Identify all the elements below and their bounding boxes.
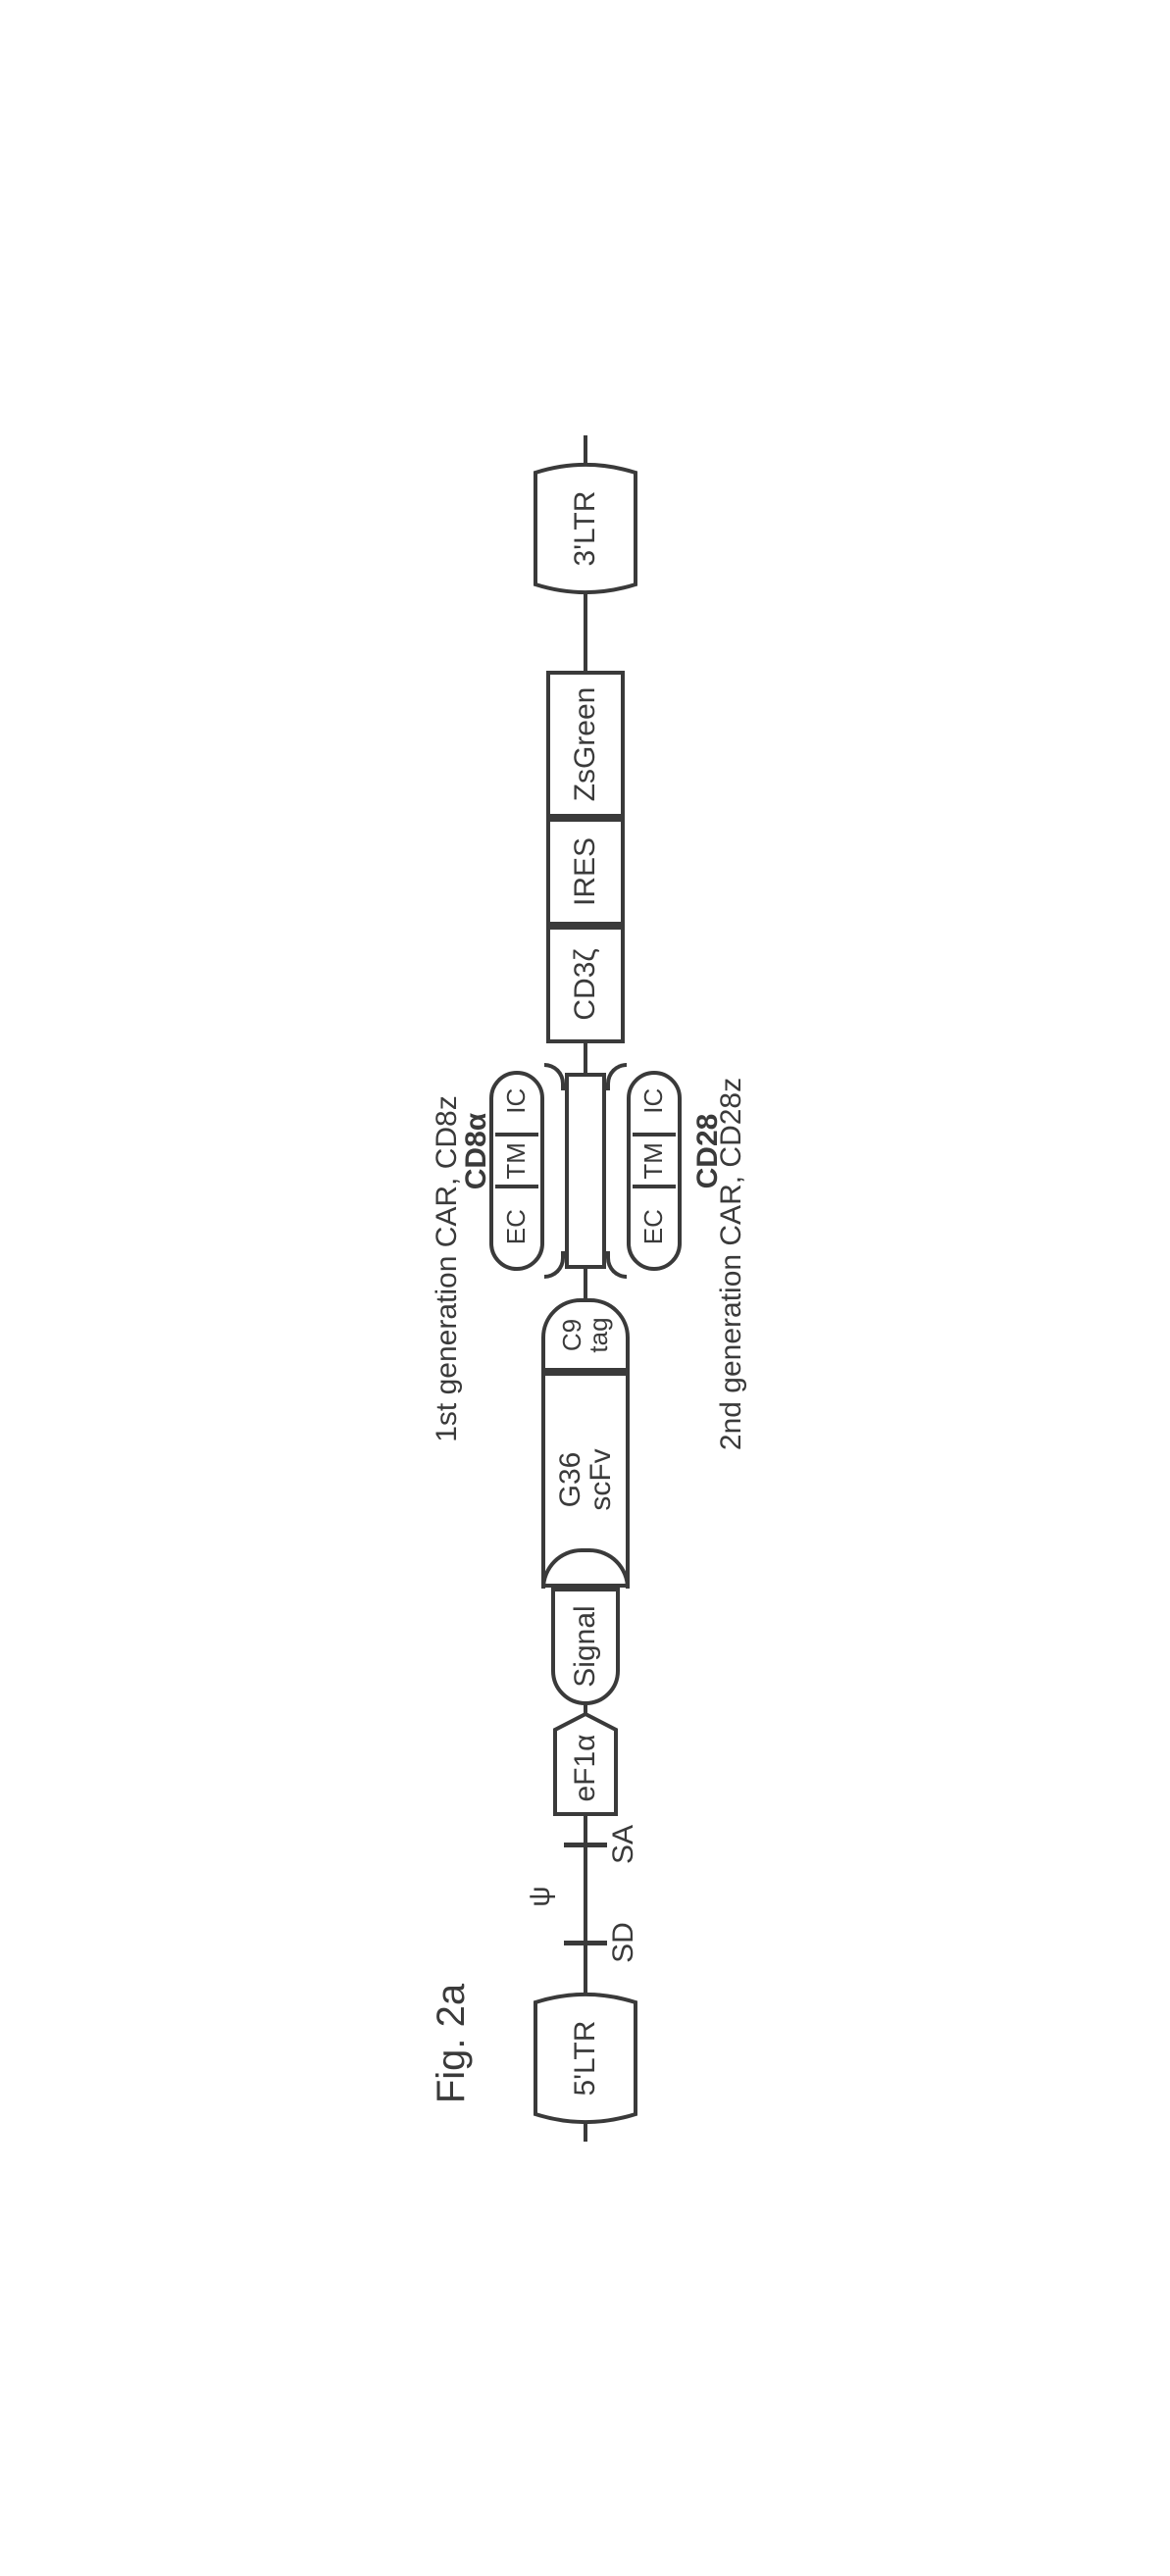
cassette-link bbox=[606, 1251, 627, 1279]
hinge-box bbox=[565, 1073, 606, 1269]
cd8a-cassette-ec: EC bbox=[493, 1187, 540, 1267]
promoter: eF1α bbox=[551, 1710, 620, 1818]
ltr-5prime: 5'LTR bbox=[532, 1985, 639, 2132]
cassette-link bbox=[606, 1063, 627, 1090]
connector-tag-center bbox=[584, 1265, 587, 1302]
signal-peptide: Signal bbox=[551, 1588, 620, 1705]
c9-tag: C9tag bbox=[541, 1298, 630, 1372]
connector-zsgreen-ltr3 bbox=[584, 598, 587, 673]
connector-center-cd3z bbox=[584, 1041, 587, 1075]
psi-label: ψ bbox=[523, 1877, 558, 1916]
cd28-cassette-ec: EC bbox=[631, 1187, 678, 1267]
zsgreen-box: ZsGreen bbox=[546, 671, 625, 818]
gen1-caption: 1st generation CAR, CD8z bbox=[429, 1043, 466, 1494]
cassette-link bbox=[544, 1251, 565, 1279]
cd3zeta-box: CD3ζ bbox=[546, 926, 625, 1043]
cd8a-cassette-tm: TM bbox=[493, 1135, 540, 1187]
cd28-cassette-tm: TM bbox=[631, 1135, 678, 1187]
sa-tick bbox=[564, 1843, 607, 1847]
diagram-stage: 5'LTR 3'LTRψSDSA eF1αSignalG36scFvC9tagE… bbox=[331, 406, 840, 2171]
cd28-cassette-ic: IC bbox=[631, 1067, 678, 1135]
gen2-caption: 2nd generation CAR, CD28z bbox=[713, 1034, 750, 1494]
sd-tick bbox=[564, 1941, 607, 1945]
ires-box: IRES bbox=[546, 818, 625, 926]
sd-label: SD bbox=[607, 1915, 640, 1970]
cd28-cassette: ECTMIC bbox=[627, 1071, 682, 1271]
sa-label: SA bbox=[607, 1817, 640, 1872]
cd8a-cassette-ic: IC bbox=[493, 1067, 540, 1135]
ltr-3prime: 3'LTR bbox=[532, 455, 639, 602]
cassette-link bbox=[544, 1063, 565, 1090]
cd8a-cassette: ECTMIC bbox=[489, 1071, 544, 1271]
figure-label: Fig. 2a bbox=[429, 1936, 474, 2151]
